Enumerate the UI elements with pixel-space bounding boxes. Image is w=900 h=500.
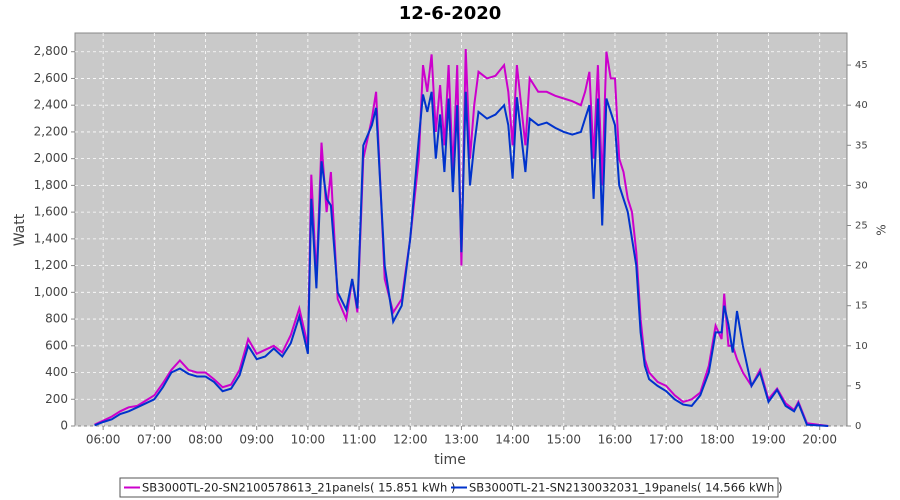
legend-label: SB3000TL-21-SN2130032031_19panels( 14.56… bbox=[469, 481, 782, 495]
y-tick-label: 2,600 bbox=[34, 71, 68, 85]
y-tick-label: 2,400 bbox=[34, 98, 68, 112]
y2-tick-label: 35 bbox=[855, 140, 868, 151]
y-tick-label: 1,800 bbox=[34, 178, 68, 192]
x-tick-label: 08:00 bbox=[188, 433, 223, 447]
y2-tick-label: 20 bbox=[855, 261, 868, 272]
x-tick-label: 10:00 bbox=[291, 433, 326, 447]
y-tick-label: 1,200 bbox=[34, 258, 68, 272]
x-tick-label: 15:00 bbox=[546, 433, 581, 447]
legend bbox=[119, 477, 779, 498]
y-tick-label: 1,000 bbox=[34, 285, 68, 299]
series-line bbox=[94, 48, 829, 427]
x-tick-label: 16:00 bbox=[598, 433, 633, 447]
x-tick-label: 11:00 bbox=[342, 433, 377, 447]
y2-tick-label: 5 bbox=[855, 381, 861, 392]
y2-tick-label: 0 bbox=[855, 421, 861, 432]
x-tick-label: 18:00 bbox=[700, 433, 735, 447]
y2-tick-label: 30 bbox=[855, 180, 868, 191]
y-tick-label: 200 bbox=[45, 392, 68, 406]
x-axis-label: time bbox=[434, 452, 466, 468]
x-tick-label: 09:00 bbox=[239, 433, 274, 447]
legend-label: SB3000TL-20-SN2100578613_21panels( 15.85… bbox=[142, 481, 455, 495]
x-tick-label: 13:00 bbox=[444, 433, 479, 447]
y-tick-label: 0 bbox=[60, 419, 68, 433]
x-tick-label: 17:00 bbox=[649, 433, 684, 447]
y-axis-label: Watt bbox=[12, 213, 28, 246]
y-tick-label: 800 bbox=[45, 312, 68, 326]
y-tick-label: 2,200 bbox=[34, 124, 68, 138]
y2-tick-label: 10 bbox=[855, 341, 868, 352]
y2-axis-label: % bbox=[875, 224, 889, 235]
y-tick-label: 1,400 bbox=[34, 231, 68, 245]
y-tick-label: 2,000 bbox=[34, 151, 68, 165]
y-tick-label: 400 bbox=[45, 365, 68, 379]
x-tick-label: 14:00 bbox=[495, 433, 530, 447]
y2-tick-label: 40 bbox=[855, 100, 868, 111]
y-tick-label: 600 bbox=[45, 338, 68, 352]
y-tick-label: 1,600 bbox=[34, 205, 68, 219]
x-tick-label: 20:00 bbox=[802, 433, 837, 447]
x-tick-label: 07:00 bbox=[137, 433, 172, 447]
x-tick-label: 19:00 bbox=[751, 433, 786, 447]
y2-tick-label: 15 bbox=[855, 301, 868, 312]
series-line bbox=[94, 91, 829, 427]
y2-tick-label: 25 bbox=[855, 220, 868, 231]
x-tick-label: 12:00 bbox=[393, 433, 428, 447]
chart-title: 12-6-2020 bbox=[399, 3, 502, 24]
x-tick-label: 06:00 bbox=[86, 433, 121, 447]
y2-tick-label: 45 bbox=[855, 60, 868, 71]
y-tick-label: 2,800 bbox=[34, 44, 68, 58]
